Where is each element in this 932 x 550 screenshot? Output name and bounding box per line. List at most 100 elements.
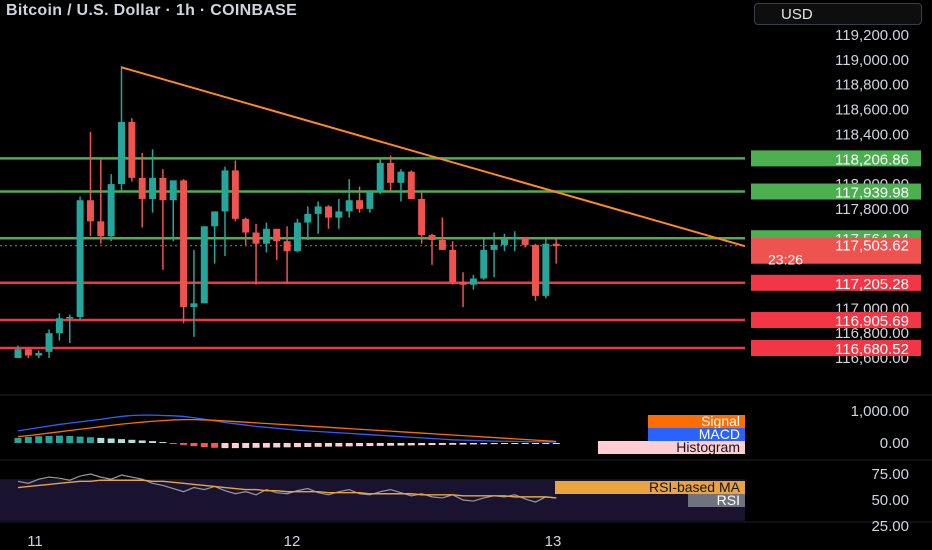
macd-hist-bar-12 xyxy=(138,440,146,443)
candle-body-9 xyxy=(107,184,115,237)
macd-hist-bar-6 xyxy=(76,436,84,443)
candle-body-13 xyxy=(149,177,157,199)
candle-body-40 xyxy=(428,235,436,240)
macd-hist-bar-9 xyxy=(107,438,115,443)
time-tick-0: 11 xyxy=(27,533,43,550)
candle-body-35 xyxy=(376,162,384,192)
rsi-tick-0: 75.00 xyxy=(871,466,909,483)
macd-legend-bg-2 xyxy=(598,441,745,454)
macd-hist-bar-25 xyxy=(273,443,281,448)
macd-tick-0: 1,000.00 xyxy=(851,403,909,420)
candle-body-14 xyxy=(159,177,167,201)
price-tick-4: 118,400.00 xyxy=(835,126,909,143)
candle-body-26 xyxy=(283,241,291,252)
macd-hist-bar-8 xyxy=(97,437,105,443)
macd-hist-bar-38 xyxy=(407,443,415,446)
candle-body-25 xyxy=(273,228,281,242)
current-price-badge xyxy=(751,237,921,264)
candle-body-30 xyxy=(325,206,332,218)
macd-hist-bar-49 xyxy=(521,443,529,444)
candle-body-11 xyxy=(128,121,136,178)
candle-body-33 xyxy=(356,200,364,209)
grid xyxy=(0,394,932,523)
macd-legend-2: Histogram xyxy=(676,439,740,455)
level-label-1: 117,939.98 xyxy=(835,185,909,202)
candle-body-42 xyxy=(449,249,457,283)
price-tick-2: 118,800.00 xyxy=(835,77,909,94)
candle-body-16 xyxy=(180,180,188,308)
macd-hist-bar-29 xyxy=(314,443,322,447)
candle-body-6 xyxy=(76,200,84,318)
level-label-0: 118,206.86 xyxy=(835,151,909,168)
candle-body-23 xyxy=(252,232,260,244)
macd-hist-bar-42 xyxy=(449,443,457,445)
price-tick-3: 118,600.00 xyxy=(835,102,909,119)
candle-body-31 xyxy=(335,211,343,218)
price-tick-6: 117,800.00 xyxy=(835,201,909,218)
candle-body-18 xyxy=(200,226,208,304)
candle-body-43 xyxy=(459,282,467,285)
candle-body-28 xyxy=(304,213,312,223)
macd-hist-bar-7 xyxy=(86,437,94,443)
rsi-legend-0: RSI-based MA xyxy=(649,479,741,495)
macd-hist-bar-22 xyxy=(242,443,250,448)
candle-body-32 xyxy=(345,200,353,212)
time-tick-2: 13 xyxy=(545,533,562,550)
macd-legend-bg-1 xyxy=(648,428,745,441)
macd-hist-bar-27 xyxy=(293,443,301,448)
candle-body-41 xyxy=(438,239,446,250)
candle-body-4 xyxy=(55,318,63,334)
trendline[interactable] xyxy=(121,66,746,248)
currency-selector[interactable]: USD xyxy=(754,3,922,25)
macd-hist-bar-41 xyxy=(438,443,446,445)
candle-body-39 xyxy=(418,198,426,236)
macd-hist-bar-33 xyxy=(356,443,364,447)
macd-hist-bar-44 xyxy=(469,443,477,445)
candle-body-37 xyxy=(397,171,405,183)
macd-hist-bar-37 xyxy=(397,443,405,446)
candle-body-24 xyxy=(262,228,270,244)
candles xyxy=(14,66,560,358)
macd-hist-bar-3 xyxy=(45,435,53,443)
candle-body-44 xyxy=(469,278,477,285)
candle-countdown: 23:26 xyxy=(768,252,803,268)
candle-body-49 xyxy=(521,237,529,245)
rsi-line xyxy=(17,473,557,503)
macd-hist-bar-23 xyxy=(252,443,260,448)
current-price-label: 117,503.62 xyxy=(835,238,909,255)
macd-hist-bar-47 xyxy=(500,443,508,444)
candle-body-46 xyxy=(490,244,498,250)
candle-body-12 xyxy=(138,177,146,199)
level-badge-4 xyxy=(751,312,921,329)
macd-hist-bar-39 xyxy=(418,443,426,446)
candle-body-1 xyxy=(24,349,32,356)
macd-hist-bar-21 xyxy=(231,443,239,449)
macd-hist-bar-5 xyxy=(66,435,74,443)
macd-hist-bar-4 xyxy=(55,435,63,443)
signal-line xyxy=(17,418,557,443)
macd-hist-bar-24 xyxy=(262,443,270,448)
macd-hist-bar-31 xyxy=(335,443,343,447)
candle-body-48 xyxy=(511,237,519,239)
candle-body-22 xyxy=(242,218,250,233)
candle-body-2 xyxy=(35,353,43,356)
candle-body-36 xyxy=(387,162,395,183)
candle-body-38 xyxy=(407,171,415,199)
macd-hist-bar-45 xyxy=(480,443,488,445)
macd-hist-bar-1 xyxy=(24,436,32,443)
level-badge-3 xyxy=(751,274,921,291)
macd-hist-bar-34 xyxy=(366,443,374,447)
candle-body-17 xyxy=(190,303,198,308)
candle-body-10 xyxy=(118,121,125,185)
macd-hist-bar-13 xyxy=(149,441,157,443)
rsi-tick-1: 50.00 xyxy=(871,492,909,509)
candle-body-50 xyxy=(532,244,539,296)
macd-hist-bar-17 xyxy=(190,443,198,447)
macd-hist-bar-52 xyxy=(552,443,560,444)
macd-hist-bar-35 xyxy=(376,443,384,446)
rsi-legend-1: RSI xyxy=(717,492,740,508)
macd-hist-bar-2 xyxy=(35,436,43,443)
candle-body-15 xyxy=(169,180,177,201)
